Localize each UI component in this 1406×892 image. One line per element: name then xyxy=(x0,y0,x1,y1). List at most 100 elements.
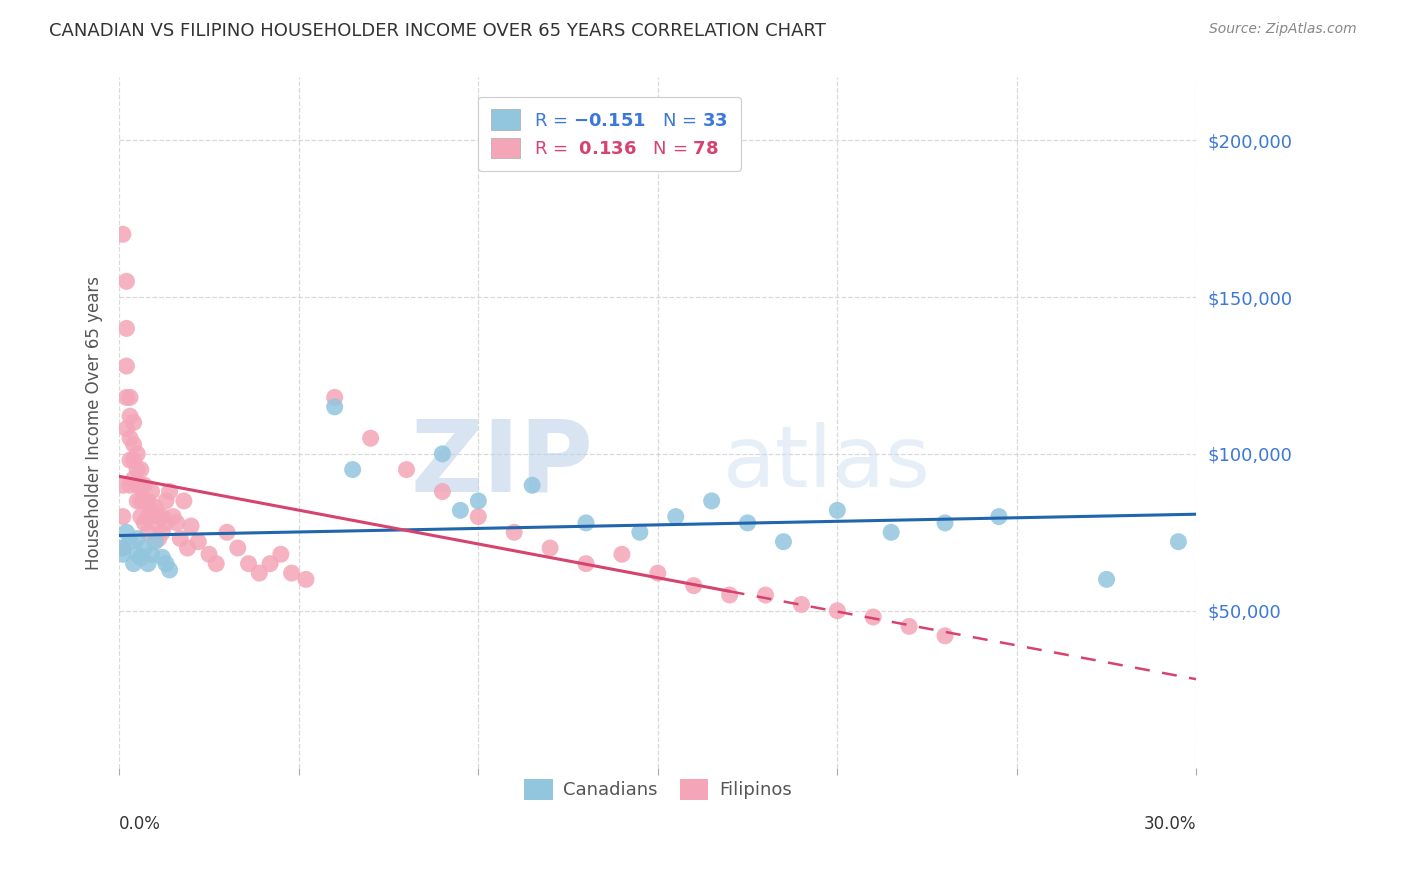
Point xyxy=(111,547,134,561)
Point xyxy=(934,629,956,643)
Point xyxy=(134,541,156,555)
Point xyxy=(155,494,177,508)
Point xyxy=(934,516,956,530)
Point xyxy=(129,494,152,508)
Point xyxy=(432,484,454,499)
Point xyxy=(162,509,184,524)
Point xyxy=(166,516,188,530)
Point xyxy=(143,500,166,515)
Point xyxy=(122,557,145,571)
Point xyxy=(127,447,149,461)
Y-axis label: Householder Income Over 65 years: Householder Income Over 65 years xyxy=(86,276,103,569)
Point xyxy=(122,472,145,486)
Point xyxy=(700,494,723,508)
Point xyxy=(180,519,202,533)
Point xyxy=(150,550,173,565)
Point xyxy=(127,478,149,492)
Point xyxy=(136,525,159,540)
Point xyxy=(790,598,813,612)
Point xyxy=(134,478,156,492)
Point xyxy=(467,494,489,508)
Point xyxy=(827,604,849,618)
Point xyxy=(1095,572,1118,586)
Point xyxy=(155,557,177,571)
Point xyxy=(449,503,471,517)
Text: ZIP: ZIP xyxy=(411,416,593,512)
Point xyxy=(150,509,173,524)
Point xyxy=(134,494,156,508)
Point xyxy=(115,274,138,288)
Point xyxy=(862,610,884,624)
Point xyxy=(295,572,318,586)
Point xyxy=(827,503,849,517)
Point xyxy=(238,557,260,571)
Point xyxy=(141,503,163,517)
Text: CANADIAN VS FILIPINO HOUSEHOLDER INCOME OVER 65 YEARS CORRELATION CHART: CANADIAN VS FILIPINO HOUSEHOLDER INCOME … xyxy=(49,22,827,40)
Point xyxy=(772,534,794,549)
Point xyxy=(323,391,346,405)
Legend: Canadians, Filipinos: Canadians, Filipinos xyxy=(516,772,799,807)
Point xyxy=(127,462,149,476)
Point xyxy=(129,509,152,524)
Point xyxy=(280,566,302,580)
Point xyxy=(575,516,598,530)
Point xyxy=(118,409,141,424)
Text: atlas: atlas xyxy=(723,423,931,506)
Point xyxy=(136,509,159,524)
Point xyxy=(127,494,149,508)
Point xyxy=(134,516,156,530)
Point xyxy=(215,525,238,540)
Point xyxy=(129,462,152,476)
Point xyxy=(115,359,138,373)
Point xyxy=(143,516,166,530)
Point xyxy=(880,525,903,540)
Point xyxy=(575,557,598,571)
Point xyxy=(342,462,364,476)
Point xyxy=(173,494,195,508)
Point xyxy=(205,557,228,571)
Point xyxy=(718,588,741,602)
Point xyxy=(647,566,669,580)
Point xyxy=(148,532,170,546)
Point xyxy=(737,516,759,530)
Point xyxy=(141,547,163,561)
Point xyxy=(754,588,776,602)
Point xyxy=(115,525,138,540)
Point xyxy=(176,541,198,555)
Point xyxy=(111,227,134,242)
Point xyxy=(1167,534,1189,549)
Point xyxy=(118,453,141,467)
Point xyxy=(150,525,173,540)
Point xyxy=(129,550,152,565)
Point xyxy=(148,509,170,524)
Point xyxy=(122,416,145,430)
Point xyxy=(141,484,163,499)
Point xyxy=(467,509,489,524)
Point xyxy=(503,525,526,540)
Point xyxy=(665,509,688,524)
Point xyxy=(628,525,651,540)
Text: Source: ZipAtlas.com: Source: ZipAtlas.com xyxy=(1209,22,1357,37)
Point xyxy=(159,484,181,499)
Point xyxy=(111,541,134,555)
Point xyxy=(682,579,704,593)
Point xyxy=(122,453,145,467)
Point xyxy=(122,437,145,451)
Point xyxy=(111,478,134,492)
Point xyxy=(898,619,921,633)
Point xyxy=(136,494,159,508)
Point xyxy=(520,478,543,492)
Point xyxy=(159,563,181,577)
Point xyxy=(129,478,152,492)
Point xyxy=(136,557,159,571)
Point xyxy=(270,547,292,561)
Point xyxy=(118,534,141,549)
Point xyxy=(118,391,141,405)
Text: 0.0%: 0.0% xyxy=(120,814,162,832)
Point xyxy=(432,447,454,461)
Point xyxy=(143,534,166,549)
Text: 30.0%: 30.0% xyxy=(1144,814,1197,832)
Point xyxy=(115,422,138,436)
Point xyxy=(538,541,561,555)
Point xyxy=(610,547,633,561)
